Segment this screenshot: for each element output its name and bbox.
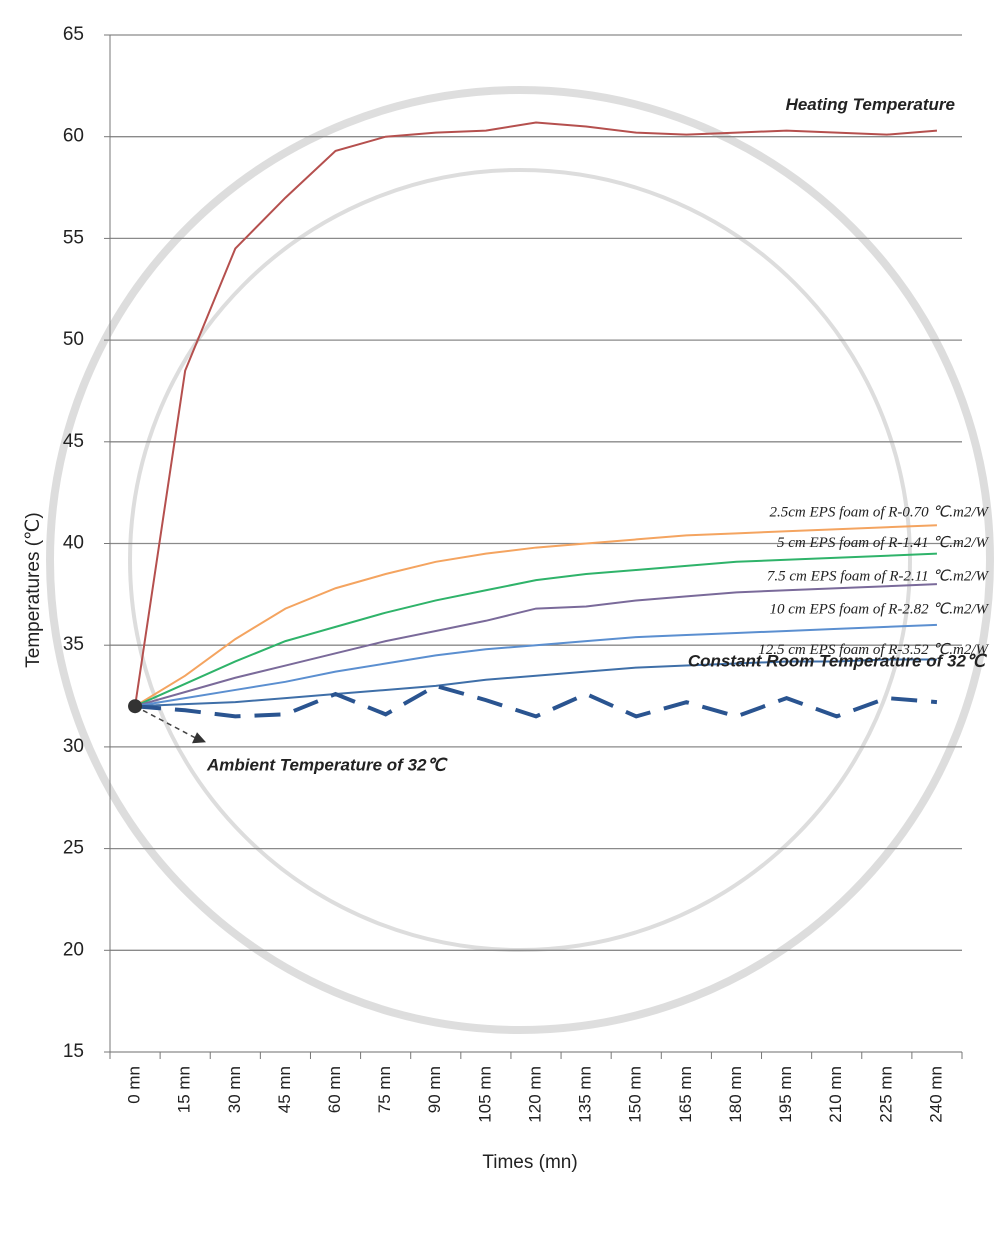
chart: Temperatures (℃) Times (mn) 15 20 25 30 35 40… xyxy=(0,0,999,1234)
y-axis-label: Temperatures (℃) xyxy=(23,512,44,667)
y-tick-label: 45 xyxy=(63,431,84,452)
y-tick-label: 35 xyxy=(63,634,84,655)
x-tick-label: 165 mn xyxy=(676,1066,695,1123)
x-tick-label: 120 mn xyxy=(525,1066,544,1123)
x-tick-label: 150 mn xyxy=(626,1066,645,1123)
x-tick-label: 225 mn xyxy=(876,1066,895,1123)
x-tick-label: 75 mn xyxy=(375,1066,394,1113)
y-tick-label: 30 xyxy=(63,736,84,757)
series-label: 10 cm EPS foam of R-2.82 ℃.m2/W xyxy=(770,601,990,617)
y-tick-label: 55 xyxy=(63,227,84,248)
x-tick-label: 105 mn xyxy=(475,1066,494,1123)
y-tick-label: 65 xyxy=(63,24,84,45)
y-tick-label: 25 xyxy=(63,838,84,859)
x-tick-label: 135 mn xyxy=(576,1066,595,1123)
x-tick-label: 0 mn xyxy=(125,1066,144,1104)
x-tick-label: 195 mn xyxy=(776,1066,795,1123)
series-line xyxy=(135,122,937,706)
series-label: 7.5 cm EPS foam of R-2.11 ℃.m2/W xyxy=(767,569,990,585)
x-tick-label: 60 mn xyxy=(325,1066,344,1113)
x-tick-label: 240 mn xyxy=(926,1066,945,1123)
annotation: Ambient Temperature of 32℃ xyxy=(206,756,448,775)
watermark xyxy=(50,90,990,1030)
x-tick-label: 15 mn xyxy=(175,1066,194,1113)
series-label: 2.5cm EPS foam of R-0.70 ℃.m2/W xyxy=(770,505,990,521)
x-tick-label: 30 mn xyxy=(225,1066,244,1113)
y-tick-label: 15 xyxy=(63,1041,84,1062)
x-tick-label: 45 mn xyxy=(275,1066,294,1113)
series-label: Heating Temperature xyxy=(786,95,955,114)
x-tick-label: 210 mn xyxy=(826,1066,845,1123)
y-tick-label: 40 xyxy=(63,533,84,554)
series-label: Constant Room Temperature of 32℃ xyxy=(688,652,988,671)
y-tick-label: 20 xyxy=(63,939,84,960)
annotation-dot xyxy=(128,699,142,713)
series-label: 5 cm EPS foam of R-1.41 ℃.m2/W xyxy=(777,535,989,551)
x-tick-label: 180 mn xyxy=(726,1066,745,1123)
x-axis-label: Times (mn) xyxy=(482,1152,577,1173)
y-tick-label: 50 xyxy=(63,329,84,350)
y-tick-label: 60 xyxy=(63,126,84,147)
x-tick-label: 90 mn xyxy=(425,1066,444,1113)
